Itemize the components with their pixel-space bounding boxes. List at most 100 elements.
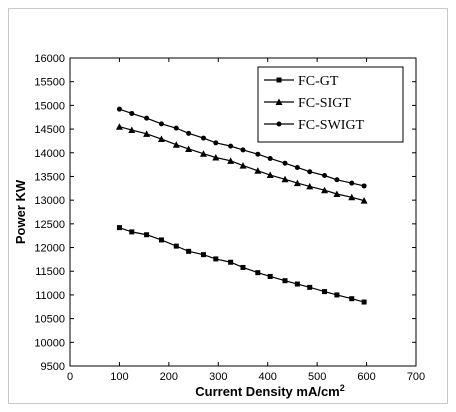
data-point-fc-swigt [282, 160, 288, 166]
y-tick-label: 13500 [34, 171, 65, 183]
x-tick-label: 300 [209, 371, 227, 383]
data-point-fc-gt [200, 252, 206, 258]
data-point-fc-sigt [212, 154, 220, 161]
y-tick-label: 14500 [34, 124, 65, 136]
y-tick-label: 12000 [34, 243, 65, 255]
y-tick-label: 15000 [34, 100, 65, 112]
y-tick-label: 12500 [34, 219, 65, 231]
legend: FC-GT FC-SIGT FC-SWIGT [257, 66, 404, 143]
legend-label-fc-sigt: FC-SIGT [298, 96, 351, 111]
data-point-fc-sigt [143, 130, 151, 137]
data-point-fc-swigt [334, 177, 340, 183]
data-point-fc-gt [240, 264, 246, 270]
data-point-fc-sigt [281, 175, 289, 183]
data-point-fc-gt [282, 278, 288, 284]
data-point-fc-sigt [333, 190, 341, 197]
legend-item-fc-gt: FC-GT [264, 74, 339, 89]
data-point-fc-sigt [172, 141, 180, 148]
data-point-fc-sigt [306, 182, 314, 190]
data-point-fc-gt [334, 292, 340, 298]
series-layer [115, 106, 368, 305]
data-point-fc-sigt [239, 162, 247, 169]
data-point-fc-swigt [294, 164, 300, 170]
data-point-fc-swigt [361, 183, 367, 189]
data-point-fc-gt [213, 256, 219, 262]
data-point-fc-swigt [158, 121, 164, 127]
data-point-fc-sigt [266, 171, 274, 179]
data-point-fc-sigt [293, 179, 301, 187]
data-point-fc-gt [144, 232, 150, 238]
y-tick-label: 11500 [35, 266, 65, 278]
x-tick-label: 500 [308, 371, 326, 383]
series-line-fc-gt [119, 227, 365, 303]
x-axis-title-superscript: 2 [340, 383, 345, 393]
data-point-fc-sigt [321, 186, 329, 194]
data-point-fc-swigt [116, 106, 122, 112]
series-fc-swigt [116, 106, 367, 189]
series-fc-gt [116, 225, 367, 305]
tick-labels: 0 100 200 300 400 500 600 700 9500 10000 10500 1100… [34, 53, 425, 383]
data-point-fc-gt [158, 237, 164, 243]
y-tick-label: 10500 [34, 314, 65, 326]
data-point-fc-swigt [213, 140, 219, 146]
data-point-fc-sigt [128, 126, 136, 134]
data-point-fc-gt [361, 299, 367, 305]
data-point-fc-gt [255, 270, 261, 276]
data-point-fc-sigt [227, 157, 235, 164]
legend-item-fc-sigt: FC-SIGT [264, 96, 351, 111]
y-tick-label: 14000 [34, 148, 65, 160]
y-tick-label: 16000 [34, 53, 65, 65]
plot-area [69, 57, 417, 367]
data-point-fc-swigt [144, 115, 150, 121]
y-tick-label: 10000 [34, 337, 65, 349]
data-point-fc-swigt [307, 169, 313, 175]
y-axis-title: Power KW [13, 179, 28, 244]
x-tick-label: 0 [67, 371, 73, 383]
data-point-fc-swigt [255, 151, 261, 157]
data-point-fc-swigt [186, 130, 192, 136]
data-point-fc-swigt [267, 155, 273, 161]
data-point-fc-swigt [349, 180, 355, 186]
x-tick-label: 200 [160, 371, 178, 383]
legend-marker-fc-swigt [276, 121, 282, 127]
data-point-fc-sigt [199, 150, 207, 157]
data-point-fc-swigt [322, 173, 328, 179]
series-fc-sigt [115, 123, 368, 204]
data-point-fc-swigt [240, 147, 246, 153]
data-point-fc-sigt [185, 145, 193, 152]
x-tick-label: 100 [110, 371, 128, 383]
data-point-fc-gt [173, 243, 179, 249]
data-point-fc-swigt [173, 125, 179, 131]
data-point-fc-swigt [200, 135, 206, 141]
data-point-fc-sigt [254, 167, 262, 174]
y-tick-label: 15500 [34, 77, 65, 89]
x-tick-label: 600 [357, 371, 375, 383]
axes [69, 57, 417, 367]
x-axis-title: Current Density mA/cm2 [195, 383, 345, 399]
data-point-fc-gt [186, 248, 192, 254]
y-tick-label: 11000 [35, 290, 65, 302]
x-tick-label: 700 [407, 371, 425, 383]
y-tick-label: 13000 [34, 195, 65, 207]
data-point-fc-gt [267, 273, 273, 279]
data-point-fc-gt [349, 296, 355, 302]
data-point-fc-sigt [348, 193, 356, 201]
data-point-fc-gt [116, 225, 122, 231]
x-axis-title-text: Current Density mA/cm [195, 384, 339, 399]
data-point-fc-swigt [129, 110, 135, 116]
data-point-fc-sigt [157, 135, 165, 143]
legend-label-fc-swigt: FC-SWIGT [298, 118, 365, 133]
legend-marker-fc-sigt [275, 98, 283, 105]
legend-item-fc-swigt: FC-SWIGT [264, 118, 365, 133]
y-tick-label: 9500 [41, 361, 65, 373]
data-point-fc-gt [307, 284, 313, 290]
data-point-fc-sigt [115, 123, 123, 130]
data-point-fc-gt [228, 259, 234, 265]
data-point-fc-gt [322, 289, 328, 295]
legend-label-fc-gt: FC-GT [298, 74, 339, 89]
data-point-fc-gt [294, 281, 300, 287]
x-tick-label: 400 [259, 371, 277, 383]
data-point-fc-swigt [228, 143, 234, 149]
legend-marker-fc-gt [276, 77, 282, 83]
